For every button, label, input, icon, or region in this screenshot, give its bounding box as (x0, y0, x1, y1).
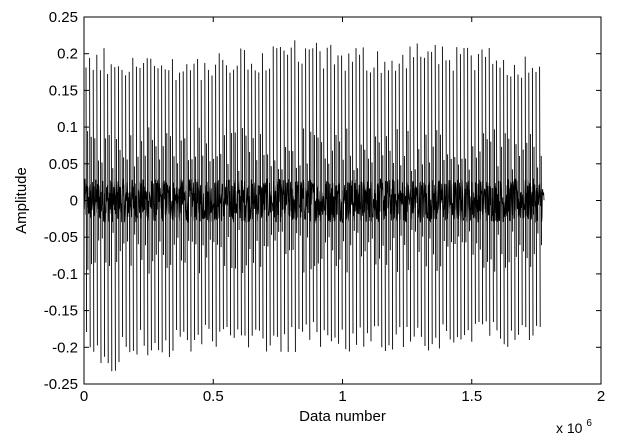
x-axis-label: Data number (299, 408, 386, 425)
y-tick-label: -0.1 (52, 266, 78, 283)
label-layer: Data number Amplitude x 10 6 (13, 167, 592, 436)
y-tick-label: 0.15 (49, 82, 78, 99)
x-tick-label: 2 (597, 388, 605, 405)
x-axis-exponent: x 10 6 (556, 418, 592, 436)
y-tick-label: 0.2 (57, 46, 78, 63)
y-tick-label: -0.25 (44, 376, 78, 393)
signal-band (83, 178, 545, 224)
x-tick-label: 0 (80, 388, 88, 405)
y-tick-label: 0.05 (49, 156, 78, 173)
signal-series (83, 40, 545, 372)
y-tick-label: -0.2 (52, 339, 78, 356)
tick-layer: 0 0.5 1 1.5 2 -0.25 -0.2 -0.15 -0.1 -0.05 0 0.05 0.1… (44, 9, 605, 405)
y-tick-label: -0.15 (44, 303, 78, 320)
y-tick-label: 0 (70, 193, 78, 210)
x-exponent-power: 6 (586, 418, 592, 429)
signal-spikes (85, 40, 542, 372)
x-exponent-base: x 10 (556, 420, 583, 436)
y-tick-label: 0.1 (57, 119, 78, 136)
plot-frame (83, 16, 602, 385)
x-tick-label: 1.5 (461, 388, 482, 405)
y-axis-label: Amplitude (13, 167, 30, 234)
x-tick-label: 1 (338, 388, 346, 405)
y-tick-label: 0.25 (49, 9, 78, 26)
x-tick-label: 0.5 (203, 388, 224, 405)
y-tick-label: -0.05 (44, 229, 78, 246)
